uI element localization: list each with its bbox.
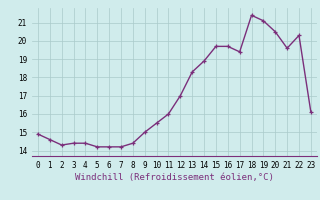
X-axis label: Windchill (Refroidissement éolien,°C): Windchill (Refroidissement éolien,°C) (75, 173, 274, 182)
